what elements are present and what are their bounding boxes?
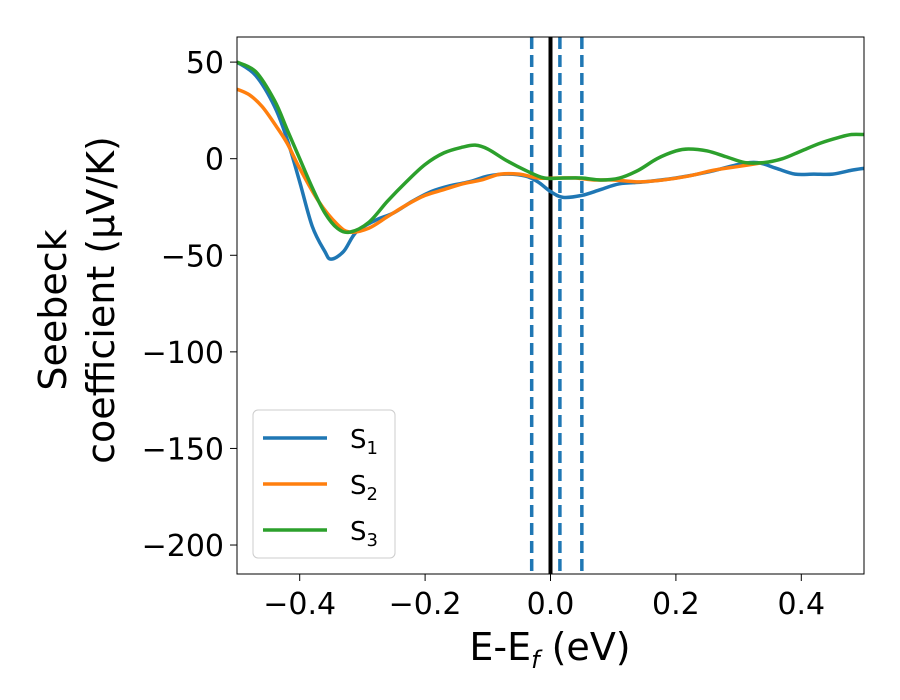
- y-tick-label: −200: [142, 529, 224, 564]
- x-tick-label: −0.4: [263, 587, 336, 622]
- y-axis-title: Seebeck coefficient (μV/K): [31, 136, 123, 464]
- series-lines: [237, 60, 864, 261]
- legend: S1 S2 S3: [252, 409, 396, 559]
- series-line-s2: [237, 87, 764, 234]
- reference-lines: [529, 37, 584, 574]
- x-tick-label: 0.0: [527, 587, 575, 622]
- x-tick-label: 0.2: [652, 587, 700, 622]
- x-tick-label: 0.4: [777, 587, 825, 622]
- y-tick-label: 50: [186, 46, 224, 81]
- series-line-s3: [237, 60, 864, 235]
- y-tick-label: −100: [142, 336, 224, 371]
- x-axis-title: E-Ef (eV): [469, 625, 630, 674]
- y-axis-ticks: 50 0 −50 −100 −150 −200: [142, 46, 237, 564]
- y-tick-label: 0: [205, 143, 224, 178]
- legend-label-s3: S3: [350, 517, 378, 551]
- y-tick-label: −150: [142, 432, 224, 467]
- y-tick-label: −50: [161, 239, 224, 274]
- y-axis-title-line2: coefficient (μV/K): [79, 136, 123, 464]
- x-tick-label: −0.2: [389, 587, 462, 622]
- legend-label-s2: S2: [350, 471, 378, 505]
- legend-label-s1: S1: [350, 425, 378, 459]
- y-axis-title-line1: Seebeck: [31, 229, 75, 390]
- x-axis-ticks: −0.4 −0.2 0.0 0.2 0.4: [263, 574, 825, 622]
